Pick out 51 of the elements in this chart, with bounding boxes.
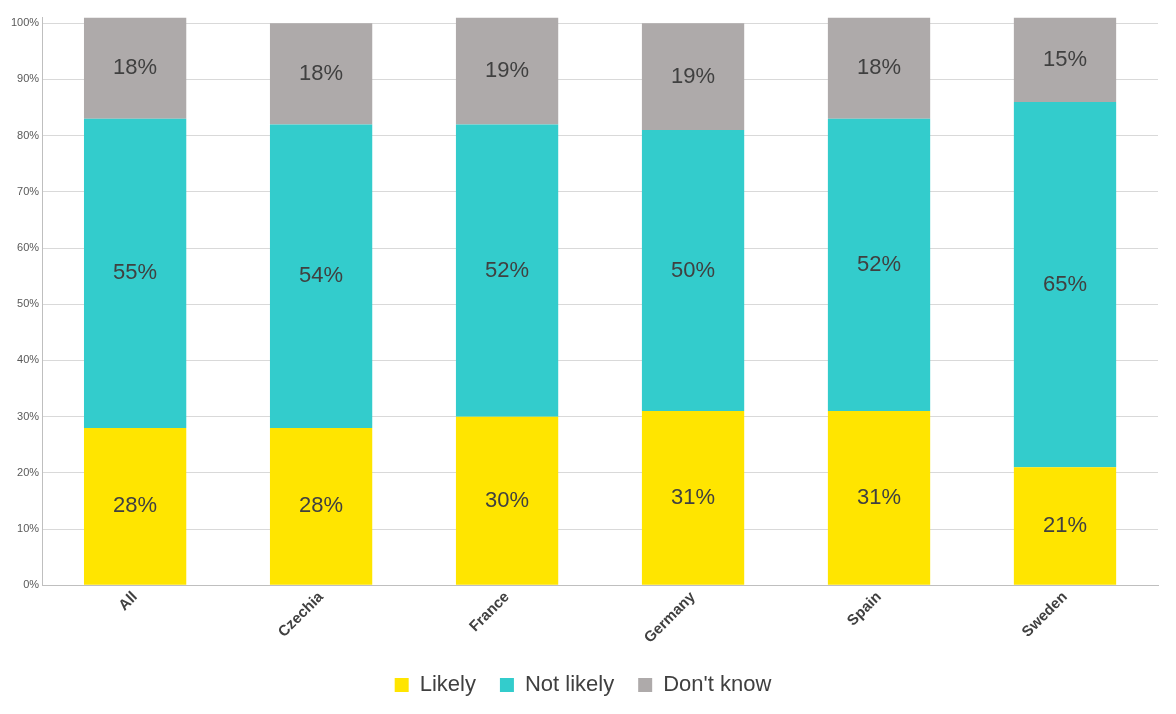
- data-label: 18%: [857, 54, 902, 80]
- legend-label: Likely: [419, 671, 476, 697]
- y-tick-label: 0%: [23, 578, 40, 591]
- bar: [827, 17, 931, 119]
- y-tick-label: 70%: [17, 184, 40, 197]
- bar: [269, 23, 373, 125]
- bar: [455, 124, 559, 417]
- bar: [827, 411, 931, 585]
- bar: [83, 17, 187, 119]
- bar: [455, 416, 559, 585]
- bar: [1013, 17, 1117, 102]
- data-label: 15%: [1042, 45, 1088, 71]
- legend-label: Not likely: [524, 671, 615, 697]
- bar: [83, 427, 187, 585]
- data-label: 21%: [1042, 512, 1088, 538]
- bar: [641, 130, 745, 412]
- y-tick-label: 30%: [17, 409, 40, 422]
- data-label: 52%: [857, 250, 902, 276]
- data-label: 54%: [299, 262, 344, 288]
- data-label: 50%: [671, 256, 716, 282]
- y-tick-label: 90%: [17, 72, 40, 85]
- data-label: 30%: [485, 486, 530, 512]
- bar: [455, 17, 559, 125]
- y-tick-label: 60%: [17, 241, 40, 254]
- y-tick-label: 10%: [17, 522, 40, 535]
- data-label: 31%: [857, 483, 902, 509]
- bar: [269, 427, 373, 585]
- bar: [1013, 101, 1117, 468]
- bar: [269, 124, 373, 428]
- data-label: 18%: [299, 59, 344, 85]
- y-tick-label: 100%: [10, 16, 40, 29]
- bar: [1013, 467, 1117, 585]
- y-tick-label: 50%: [17, 297, 40, 310]
- y-tick-label: 40%: [17, 353, 40, 366]
- y-tick-label: 20%: [17, 465, 40, 478]
- data-label: 55%: [113, 259, 158, 285]
- bar: [641, 411, 745, 585]
- bar: [83, 118, 187, 428]
- x-tick-label: All: [114, 587, 141, 614]
- data-label: 19%: [671, 62, 716, 88]
- data-label: 28%: [113, 492, 158, 518]
- bar: [641, 23, 745, 131]
- bar: [827, 118, 931, 412]
- data-label: 28%: [299, 492, 344, 518]
- data-label: 52%: [485, 256, 530, 282]
- data-label: 18%: [113, 54, 158, 80]
- data-label: 31%: [671, 483, 716, 509]
- data-label: 19%: [485, 57, 530, 83]
- data-label: 65%: [1042, 270, 1088, 296]
- y-tick-label: 80%: [17, 128, 40, 141]
- legend-label: Don't know: [663, 671, 772, 697]
